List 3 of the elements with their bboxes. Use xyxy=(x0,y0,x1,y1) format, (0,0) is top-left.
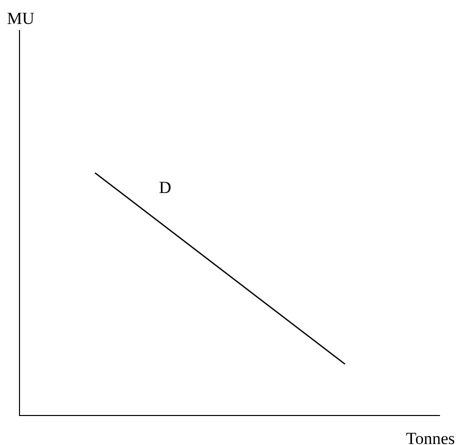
text: MU xyxy=(7,9,34,28)
annotation: D xyxy=(159,178,172,197)
x-axis-title: Tonnes xyxy=(406,429,455,445)
